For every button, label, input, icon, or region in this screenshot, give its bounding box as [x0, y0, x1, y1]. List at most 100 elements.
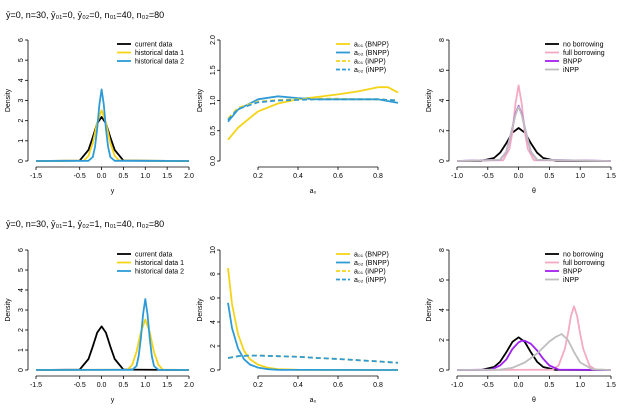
- row1-power-legend-label-3: a₀₂ (iNPP): [354, 67, 386, 74]
- row2-power-legend-label-0: a₀₁ (BNPP): [354, 252, 389, 259]
- row1-power-y-tick-label-2: 1.0: [210, 96, 217, 106]
- row1-power-legend-label-1: a₀₂ (BNPP): [354, 50, 389, 57]
- row1-power-x-tick-label-3: 0.8: [373, 173, 383, 180]
- row1-theta-legend-label-0: no borrowing: [563, 42, 604, 49]
- row1-data-y-tick-label-1: 1: [18, 139, 25, 143]
- row2-theta-legend-label-1: full borrowing: [563, 260, 605, 267]
- row1-power-series-3: [227, 98, 399, 121]
- row2-theta-y-label: Density: [426, 298, 433, 322]
- row1-power-series-0: [227, 86, 399, 141]
- row1-theta-x-tick-label-3: 0.5: [545, 173, 555, 180]
- row1-data-x-tick-label-1: -0.5: [74, 173, 86, 180]
- row2-data-x-tick-label-6: 2.0: [184, 382, 194, 389]
- row1-data-legend-label-1: historical data 1: [135, 50, 184, 57]
- row1-data-x-tick-label-0: -1.5: [30, 173, 42, 180]
- row2-theta-legend-label-3: iNPP: [563, 277, 579, 284]
- row2-data-x-tick-label-2: 0.0: [97, 382, 107, 389]
- row1-theta-y-tick-label-0: 0: [439, 159, 446, 163]
- row2-power-x-tick-label-1: 0.4: [293, 382, 303, 389]
- row1-theta-series-3: [456, 105, 612, 162]
- row1-theta-y-tick-label-2: 4: [439, 98, 446, 102]
- row1-theta-x-tick-label-4: 1.0: [575, 173, 585, 180]
- row1-theta-y-label: Density: [426, 88, 433, 112]
- row1-theta-y-tick-label-3: 6: [439, 68, 446, 72]
- row2-theta-y-tick-label-4: 8: [439, 248, 446, 252]
- row1-theta-series-2: [456, 104, 612, 162]
- row1-data-y-tick-label-2: 2: [18, 119, 25, 123]
- row2-theta-x-tick-label-2: 0.0: [514, 382, 524, 389]
- row2-data-x-label: y: [111, 397, 115, 404]
- row2-power-y-tick-label-2: 4: [210, 320, 217, 324]
- row2-power-series-1: [227, 302, 399, 371]
- row2-power-x-tick-label-3: 0.8: [373, 382, 383, 389]
- row2-theta-y-tick-label-3: 6: [439, 278, 446, 282]
- row2-power-y-tick-label-1: 2: [210, 344, 217, 348]
- row2-data-legend-label-1: historical data 1: [135, 260, 184, 267]
- row1-theta-legend-label-1: full borrowing: [563, 50, 605, 57]
- row1-data-x-tick-label-2: 0.0: [97, 173, 107, 180]
- row2-data-x-tick-label-0: -1.5: [30, 382, 42, 389]
- row-2-title: ȳ=0, n=30, ȳ₀₁=1, ȳ₀₂=1, n₀₁=40, n₀₂=80: [6, 219, 165, 229]
- row2-power-legend-label-2: a₀₁ (iNPP): [354, 269, 386, 276]
- row2-data-y-tick-label-4: 4: [18, 288, 25, 292]
- row2-data-legend-label-0: current data: [135, 252, 172, 259]
- row1-data-x-tick-label-5: 1.5: [162, 173, 172, 180]
- row1-power-x-label: a₀: [310, 188, 317, 195]
- row1-theta-x-label: θ: [532, 188, 536, 195]
- row1-data-legend-label-2: historical data 2: [135, 59, 184, 66]
- row1-theta-series-0: [456, 127, 612, 162]
- row1-theta-x-tick-label-0: -1.0: [451, 173, 463, 180]
- row1-data-y-tick-label-6: 6: [18, 38, 25, 42]
- row2-power-y-tick-label-3: 6: [210, 296, 217, 300]
- row1-data-x-tick-label-4: 1.0: [140, 173, 150, 180]
- row1-power-x-tick-label-1: 0.4: [293, 173, 303, 180]
- row2-theta-series-1: [456, 305, 612, 371]
- row1-data-y-tick-label-0: 0: [18, 159, 25, 163]
- row1-theta-x-tick-label-2: 0.0: [514, 173, 524, 180]
- row2-power-legend-label-3: a₀₂ (iNPP): [354, 277, 386, 284]
- row1-power-x-tick-label-0: 0.2: [253, 173, 263, 180]
- row2-theta-x-tick-label-0: -1.0: [451, 382, 463, 389]
- row1-data-x-tick-label-3: 0.5: [119, 173, 129, 180]
- row1-data-x-tick-label-6: 2.0: [184, 173, 194, 180]
- row1-theta-y-tick-label-4: 8: [439, 38, 446, 42]
- row2-theta-y-tick-label-2: 4: [439, 308, 446, 312]
- row1-theta-x-tick-label-1: -0.5: [482, 173, 494, 180]
- row2-power-y-tick-label-0: 0: [210, 368, 217, 372]
- row1-theta-x-tick-label-5: 1.5: [606, 173, 616, 180]
- row1-data-x-label: y: [111, 188, 115, 195]
- row2-theta-series-2: [456, 339, 612, 371]
- row2-theta-x-tick-label-1: -0.5: [482, 382, 494, 389]
- row1-power-x-tick-label-2: 0.6: [333, 173, 343, 180]
- row2-theta-series-3: [456, 333, 612, 371]
- row1-data-series-1: [35, 109, 190, 162]
- row1-theta-y-tick-label-1: 2: [439, 129, 446, 133]
- row2-power-x-tick-label-2: 0.6: [333, 382, 343, 389]
- row2-data-x-tick-label-5: 1.5: [162, 382, 172, 389]
- row1-data-legend-label-0: current data: [135, 42, 172, 49]
- row2-theta-y-tick-label-1: 2: [439, 338, 446, 342]
- row2-power-y-tick-label-5: 10: [210, 246, 217, 254]
- row1-power-y-tick-label-1: 0.5: [210, 126, 217, 136]
- row2-data-x-tick-label-1: -0.5: [74, 382, 86, 389]
- row2-theta-x-label: θ: [532, 397, 536, 404]
- row2-data-series-2: [35, 298, 190, 371]
- row1-power-legend-label-0: a₀₁ (BNPP): [354, 42, 389, 49]
- row1-power-y-label: Density: [197, 88, 204, 112]
- row1-theta-legend-label-2: BNPP: [563, 59, 582, 66]
- row1-data-series-2: [35, 88, 190, 162]
- row2-power-y-label: Density: [197, 298, 204, 322]
- row1-power-y-tick-label-0: 0.0: [210, 156, 217, 166]
- row2-data-series-1: [35, 318, 190, 371]
- row1-data-y-label: Density: [5, 88, 12, 112]
- row2-power-series-3: [227, 354, 399, 364]
- row1-power-y-tick-label-3: 1.5: [210, 65, 217, 75]
- row2-theta-series-0: [456, 336, 612, 371]
- row1-theta-legend-label-3: iNPP: [563, 67, 579, 74]
- row2-theta-x-tick-label-3: 0.5: [545, 382, 555, 389]
- row2-data-x-tick-label-3: 0.5: [119, 382, 129, 389]
- row2-data-y-tick-label-0: 0: [18, 368, 25, 372]
- row1-theta-series-1: [456, 84, 612, 162]
- row2-data-y-tick-label-3: 3: [18, 308, 25, 312]
- row1-data-y-tick-label-4: 4: [18, 78, 25, 82]
